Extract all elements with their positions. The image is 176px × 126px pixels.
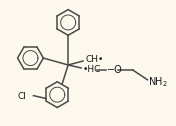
Text: Cl: Cl	[18, 92, 27, 101]
Text: •HC: •HC	[83, 65, 101, 74]
Text: NH$_2$: NH$_2$	[147, 75, 167, 89]
Text: −O: −O	[107, 65, 123, 75]
Text: CH•: CH•	[85, 55, 103, 64]
